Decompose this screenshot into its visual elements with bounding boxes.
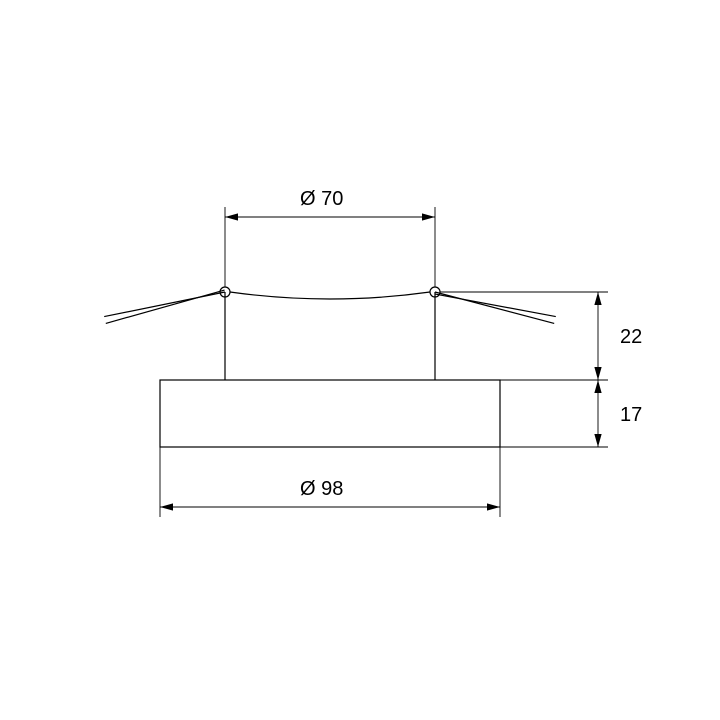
- svg-layer: [0, 0, 720, 720]
- dim-label-top-diameter: Ø 70: [300, 188, 343, 211]
- dim-label-height-22: 22: [620, 326, 642, 349]
- dim-label-height-17: 17: [620, 404, 642, 427]
- drawing-canvas: Ø 70 Ø 98 22 17: [0, 0, 720, 720]
- dim-label-bottom-diameter: Ø 98: [300, 478, 343, 501]
